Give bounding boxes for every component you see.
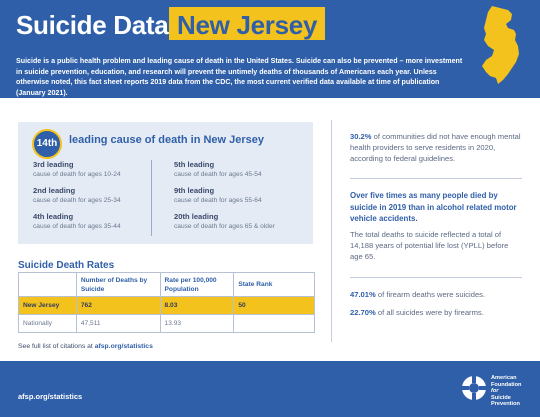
section-divider xyxy=(350,178,522,179)
rank-label: 3rd leading xyxy=(33,160,74,169)
overall-rank-badge: 14th xyxy=(32,129,62,159)
table-cell: Nationally xyxy=(18,314,77,333)
stat-value: 22.70% xyxy=(350,308,376,317)
stat-value: 30.2% xyxy=(350,132,372,141)
table-header xyxy=(18,272,77,297)
rates-title: Suicide Death Rates xyxy=(18,260,115,271)
citation-link[interactable]: afsp.org/statistics xyxy=(94,343,153,350)
intro-paragraph: Suicide is a public health problem and l… xyxy=(16,57,463,97)
rank-ages: cause of death for ages 45-54 xyxy=(174,171,262,178)
stat-value: 47.01% xyxy=(350,290,376,299)
table-cell xyxy=(233,314,315,333)
header-banner: Suicide Data: New Jersey Suicide is a pu… xyxy=(0,0,540,98)
stat-text: of all suicides were by firearms. xyxy=(377,308,484,317)
rank-item: 2nd leading cause of death for ages 25-3… xyxy=(33,186,158,206)
logo-line: Foundation xyxy=(491,381,522,388)
stat-mental-health-providers: 30.2% of communities did not have enough… xyxy=(350,131,522,165)
stat-vehicle-comparison: Over five times as many people died by s… xyxy=(350,191,517,223)
footer-link[interactable]: afsp.org/statistics xyxy=(18,392,83,401)
rank-ages: cause of death for ages 55-64 xyxy=(174,197,262,204)
table-cell: 762 xyxy=(75,296,161,315)
rank-item: 4th leading cause of death for ages 35-4… xyxy=(33,212,158,232)
rank-ages: cause of death for ages 35-44 xyxy=(33,223,121,230)
table-cell: 50 xyxy=(233,296,315,315)
suicide-rates-table: Number of Deaths by Suicide Rate per 100… xyxy=(18,272,315,333)
state-name-highlight: New Jersey xyxy=(169,7,326,40)
rank-item: 9th leading cause of death for ages 55-6… xyxy=(174,186,299,206)
table-cell: New Jersey xyxy=(18,296,77,315)
afsp-logo-text: American Foundation for Suicide Preventi… xyxy=(491,375,536,408)
table-cell: 47,511 xyxy=(75,314,161,333)
stat-ypll: The total deaths to suicide reflected a … xyxy=(350,230,509,262)
stat-suicides-by-firearm: 22.70% of all suicides were by firearms. xyxy=(350,307,522,318)
rank-label: 9th leading xyxy=(174,186,215,195)
rank-ages: cause of death for ages 65 & older xyxy=(174,223,275,230)
table-header: Number of Deaths by Suicide xyxy=(75,272,161,297)
column-divider xyxy=(331,120,332,342)
table-row-new-jersey: New Jersey 762 8.03 50 xyxy=(18,296,315,315)
rank-item: 3rd leading cause of death for ages 10-2… xyxy=(33,160,158,180)
rank-item: 20th leading cause of death for ages 65 … xyxy=(174,212,299,232)
rank-label: 5th leading xyxy=(174,160,215,169)
rank-ages: cause of death for ages 25-34 xyxy=(33,197,121,204)
footer-banner: afsp.org/statistics American Foundation … xyxy=(0,361,540,417)
stat-firearm-deaths: 47.01% of firearm deaths were suicides. xyxy=(350,289,522,300)
rank-label: 2nd leading xyxy=(33,186,76,195)
citation-prefix: See full list of citations at xyxy=(18,343,93,350)
page-title: Suicide Data: xyxy=(16,10,177,40)
citation-note: See full list of citations at afsp.org/s… xyxy=(18,343,153,350)
logo-line: Prevention xyxy=(491,401,520,408)
table-header: Rate per 100,000 Population xyxy=(159,272,235,297)
table-row-national: Nationally 47,511 13.93 xyxy=(18,314,315,333)
table-header-row: Number of Deaths by Suicide Rate per 100… xyxy=(18,272,315,297)
stat-text: of firearm deaths were suicides. xyxy=(377,290,486,299)
life-ring-icon xyxy=(462,376,486,400)
table-header: State Rank xyxy=(233,272,315,297)
table-cell: 13.93 xyxy=(159,314,235,333)
rank-ages: cause of death for ages 10-24 xyxy=(33,171,121,178)
rank-divider xyxy=(151,160,152,236)
table-cell: 8.03 xyxy=(159,296,235,315)
stat-text: of communities did not have enough menta… xyxy=(350,132,521,164)
logo-line: American xyxy=(491,375,517,381)
rank-label: 20th leading xyxy=(174,212,219,221)
logo-line: Suicide xyxy=(491,394,511,401)
rank-label: 4th leading xyxy=(33,212,74,221)
overall-rank-headline: leading cause of death in New Jersey xyxy=(69,134,265,146)
rank-item: 5th leading cause of death for ages 45-5… xyxy=(174,160,299,180)
leading-cause-panel: 14th leading cause of death in New Jerse… xyxy=(18,122,313,244)
new-jersey-map-icon xyxy=(482,6,519,84)
section-divider xyxy=(350,277,522,278)
logo-line: for xyxy=(491,388,499,395)
